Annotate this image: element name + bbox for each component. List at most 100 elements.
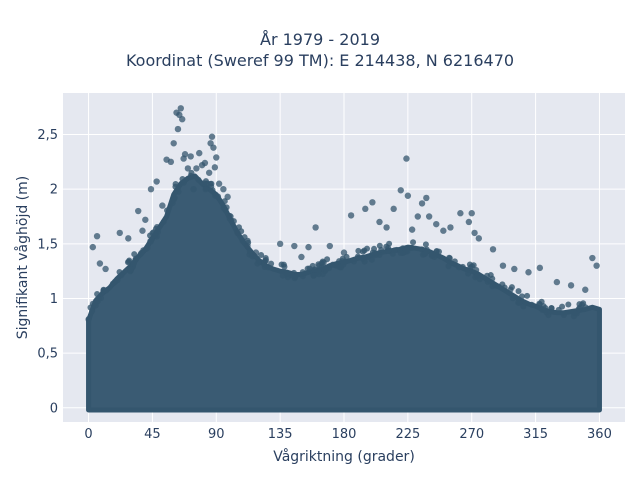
- y-tick-label: 1,5: [37, 237, 58, 252]
- data-point: [258, 252, 265, 259]
- data-point: [511, 265, 518, 273]
- data-point: [167, 158, 175, 166]
- data-point: [484, 272, 491, 279]
- data-point: [139, 227, 146, 234]
- data-point: [159, 202, 166, 209]
- data-point: [446, 254, 453, 261]
- x-tick-label: 270: [459, 427, 484, 442]
- x-tick-label: 315: [523, 427, 548, 442]
- data-point: [524, 292, 531, 299]
- data-point: [465, 218, 473, 226]
- data-point: [234, 229, 241, 237]
- data-point: [262, 257, 270, 264]
- data-point: [244, 237, 251, 244]
- data-point: [210, 144, 217, 151]
- data-point: [323, 266, 330, 273]
- data-point: [127, 266, 134, 273]
- data-point: [235, 224, 242, 231]
- data-point: [553, 278, 561, 286]
- data-point: [368, 256, 375, 263]
- data-point: [418, 246, 425, 253]
- data-point: [351, 258, 358, 265]
- x-axis-ticks: 0 45 90 135 180 225 270 315 360: [84, 427, 611, 442]
- data-point: [283, 271, 290, 278]
- chart-title: År 1979 - 2019: [260, 30, 380, 49]
- data-point: [205, 169, 213, 176]
- data-point: [298, 253, 305, 261]
- data-point: [451, 258, 458, 265]
- data-point: [499, 281, 506, 288]
- x-tick-label: 360: [587, 427, 612, 442]
- data-point: [475, 235, 483, 242]
- data-point: [276, 240, 284, 248]
- data-point: [114, 277, 121, 284]
- data-point: [457, 210, 464, 217]
- y-axis-title: Signifikant våghöjd (m): [14, 176, 31, 339]
- data-point: [582, 286, 589, 293]
- data-point: [125, 235, 132, 242]
- data-point: [378, 246, 385, 253]
- data-point: [474, 273, 481, 280]
- data-point: [151, 232, 158, 239]
- data-point: [355, 247, 362, 254]
- data-point: [196, 149, 203, 157]
- data-point: [147, 185, 155, 193]
- data-point: [195, 176, 202, 183]
- data-point: [181, 151, 189, 158]
- data-point: [175, 188, 182, 195]
- data-point: [147, 238, 154, 245]
- data-point: [246, 248, 253, 255]
- data-points: [85, 105, 600, 323]
- data-point: [201, 180, 208, 187]
- data-point: [423, 194, 430, 202]
- x-tick-label: 45: [144, 427, 161, 442]
- data-point: [520, 303, 527, 310]
- data-point: [312, 224, 319, 231]
- data-point: [87, 304, 94, 311]
- data-point: [465, 270, 472, 277]
- data-point: [135, 207, 142, 215]
- data-point: [408, 226, 416, 233]
- x-axis-title: Vågriktning (grader): [273, 448, 415, 465]
- data-point: [160, 218, 167, 225]
- data-point: [102, 265, 109, 273]
- data-point: [429, 251, 436, 258]
- data-point: [397, 187, 404, 194]
- x-tick-label: 225: [395, 427, 420, 442]
- data-point: [172, 183, 179, 190]
- data-point: [305, 243, 312, 251]
- data-point: [239, 237, 246, 244]
- x-tick-label: 180: [332, 427, 357, 442]
- data-point: [536, 264, 544, 272]
- data-point: [291, 242, 298, 250]
- data-point: [170, 196, 177, 203]
- y-tick-label: 2: [50, 183, 58, 198]
- data-point: [202, 186, 209, 193]
- data-point: [93, 232, 101, 240]
- data-point: [244, 242, 251, 250]
- data-point: [215, 193, 222, 200]
- data-point: [116, 229, 123, 237]
- data-point: [455, 264, 462, 271]
- data-point: [567, 282, 575, 289]
- data-point: [339, 257, 346, 264]
- data-point: [414, 213, 421, 220]
- data-point: [409, 244, 416, 251]
- data-point: [536, 301, 543, 308]
- y-tick-label: 2,5: [37, 128, 58, 143]
- data-point: [515, 288, 522, 295]
- data-point: [383, 224, 390, 231]
- data-point: [410, 239, 417, 246]
- data-point: [580, 300, 587, 307]
- data-point: [425, 213, 433, 220]
- data-point: [404, 192, 412, 199]
- data-point: [347, 212, 355, 219]
- data-point: [96, 260, 104, 267]
- data-point: [184, 165, 192, 172]
- data-point: [310, 272, 317, 279]
- y-axis-ticks: 0 0,5 1 1,5 2 2,5: [37, 128, 58, 416]
- data-point: [447, 224, 454, 231]
- data-point: [252, 249, 260, 256]
- data-point: [433, 220, 440, 228]
